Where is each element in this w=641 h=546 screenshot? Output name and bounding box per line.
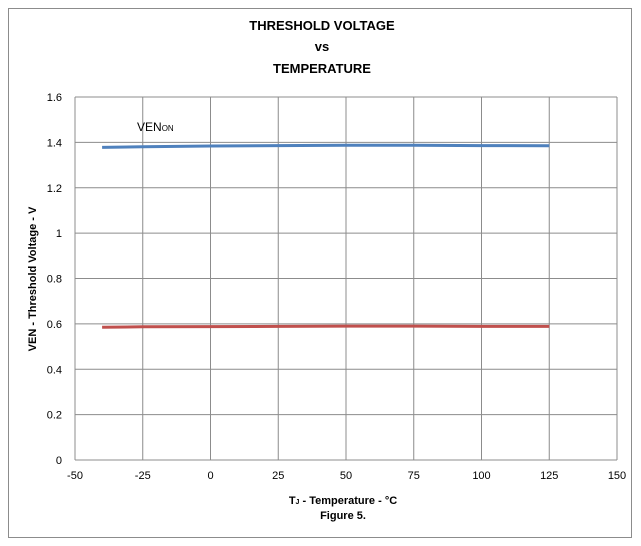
x-axis-label-rest: - Temperature - °C [299, 495, 397, 507]
figure-caption: Figure 5. [320, 510, 366, 522]
x-tick-label-2: 0 [207, 470, 213, 482]
annotation-subscript: ON [162, 124, 174, 133]
y-tick-label-2: 0.4 [47, 364, 62, 376]
x-tick-label-3: 25 [272, 470, 284, 482]
x-axis-label: TJ - Temperature - °C [289, 495, 397, 507]
x-tick-label-8: 150 [608, 470, 626, 482]
y-tick-labels: 0 0.2 0.4 0.6 0.8 1 1.2 1.4 1.6 [47, 92, 62, 467]
x-tick-label-6: 100 [472, 470, 490, 482]
chart-frame [8, 8, 632, 538]
chart-title-line-1: THRESHOLD VOLTAGE [249, 18, 395, 33]
series-line-0 [102, 143, 550, 149]
y-tick-label-8: 1.6 [47, 92, 62, 104]
grid [74, 96, 618, 461]
chart-title-line-2: vs [315, 39, 329, 54]
y-tick-label-6: 1.2 [47, 183, 62, 195]
series-lines [102, 143, 550, 329]
y-tick-label-7: 1.4 [47, 137, 62, 149]
y-tick-label-5: 1 [56, 228, 62, 240]
x-tick-label-0: -50 [67, 470, 83, 482]
x-axis-label-sub: J [296, 499, 300, 506]
series-annotation-ven-on: VENON [137, 120, 174, 134]
x-axis-label-main: T [289, 495, 296, 507]
annotation-main: VEN [137, 120, 162, 134]
chart-title-line-3: TEMPERATURE [273, 61, 371, 76]
y-tick-label-0: 0 [56, 455, 62, 467]
x-tick-label-4: 50 [340, 470, 352, 482]
y-tick-label-1: 0.2 [47, 410, 62, 422]
x-tick-label-1: -25 [135, 470, 151, 482]
y-axis-label: VEN - Threshold Voltage - V [27, 206, 39, 351]
x-tick-label-7: 125 [540, 470, 558, 482]
x-tick-labels: -50 -25 0 25 50 75 100 125 150 [67, 470, 626, 482]
series-line-1 [102, 324, 550, 329]
y-tick-label-3: 0.6 [47, 319, 62, 331]
y-tick-label-4: 0.8 [47, 274, 62, 286]
x-tick-label-5: 75 [408, 470, 420, 482]
